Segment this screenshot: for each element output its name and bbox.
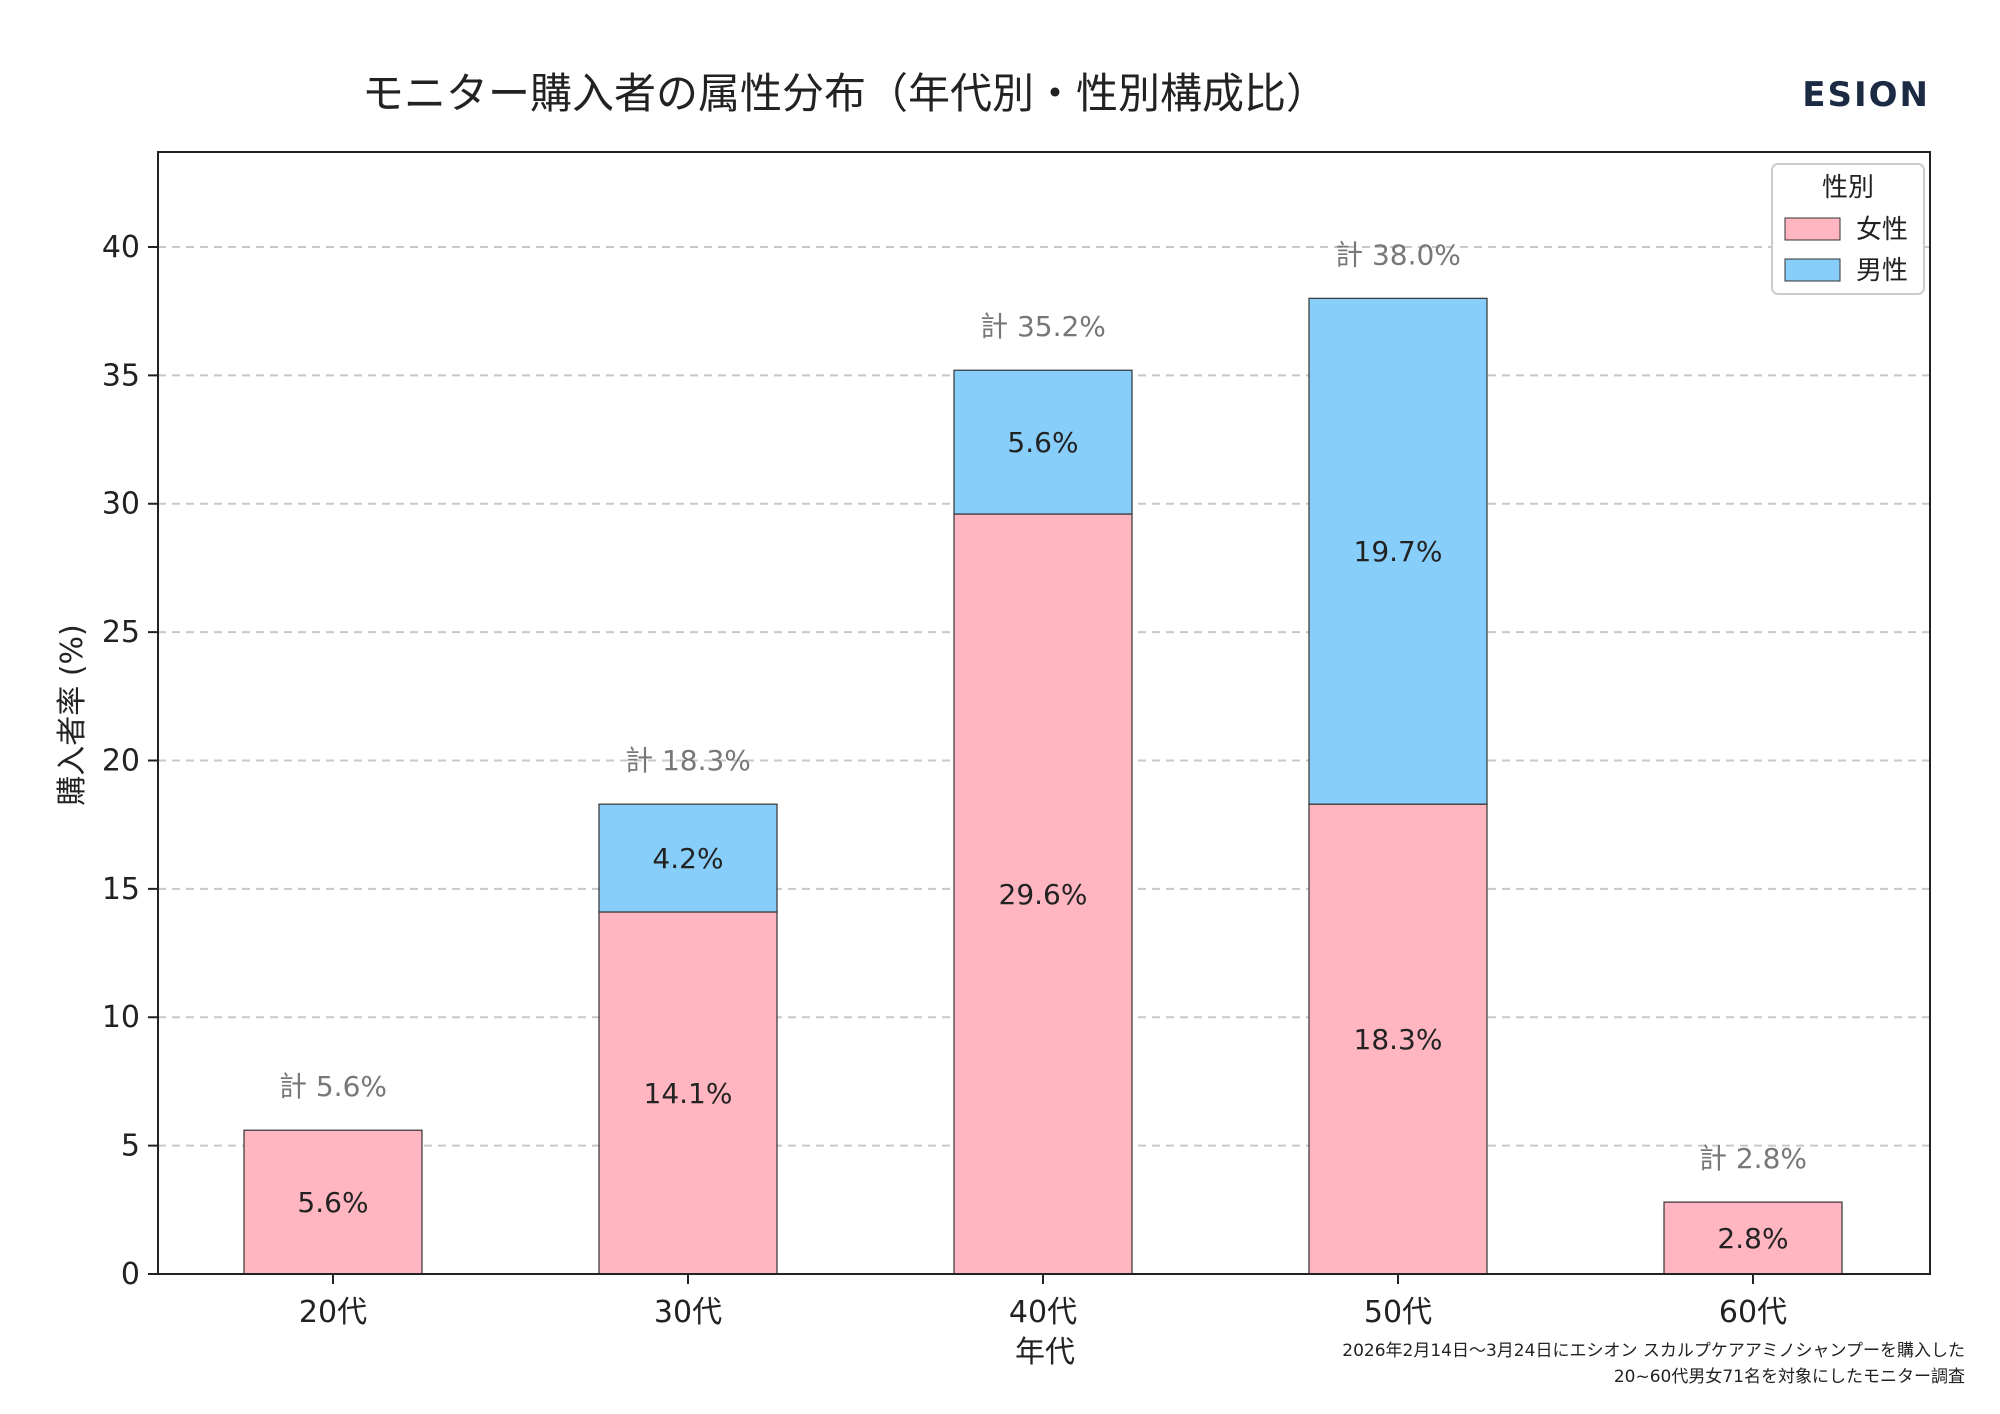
segment-label-50代-男性: 19.7% [1354, 535, 1443, 568]
legend-title: 性別 [1822, 173, 1874, 203]
footnote-line-1: 2026年2月14日〜3月24日にエシオン スカルプケアアミノシャンプーを購入し… [1342, 1341, 1965, 1361]
y-tick-label-25: 25 [102, 615, 140, 650]
footnote-line-2: 20~60代男女71名を対象にしたモニター調査 [1614, 1367, 1965, 1387]
total-label-50代: 計 38.0% [1335, 238, 1461, 271]
total-label-40代: 計 35.2% [980, 310, 1106, 343]
y-tick-label-30: 30 [102, 487, 140, 522]
legend-swatch-male [1784, 258, 1841, 282]
bar-30代-男性 [598, 803, 778, 913]
brand-logo: ESION [1802, 75, 1930, 115]
bar-30代-女性 [598, 911, 778, 1275]
axes: 0 5 10 15 20 25 30 35 40 20代 30代 40代 50代 60代 [102, 151, 1931, 1330]
y-tick-label-35: 35 [102, 358, 140, 393]
x-tick-label-20代: 20代 [299, 1295, 367, 1330]
legend-swatch-female [1784, 217, 1841, 241]
bar-labels: 5.6% 計 5.6% 14.1% 4.2% 計 18.3% 29.6% 5.6% 計 35.… [279, 238, 1807, 1255]
plot-frame [157, 151, 1931, 1275]
total-label-30代: 計 18.3% [625, 744, 751, 777]
legend-label-male: 男性 [1856, 256, 1908, 286]
x-tick-label-40代: 40代 [1009, 1295, 1077, 1330]
bar-20代-女性 [243, 1129, 423, 1275]
bars [243, 297, 1843, 1275]
segment-label-50代-女性: 18.3% [1354, 1023, 1443, 1056]
bar-60代-女性 [1663, 1201, 1843, 1275]
y-tick-label-20: 20 [102, 743, 140, 778]
x-axis-label: 年代 [1015, 1335, 1075, 1370]
y-tick-label-40: 40 [102, 230, 140, 265]
y-tick-label-5: 5 [121, 1129, 140, 1164]
segment-label-60代-女性: 2.8% [1717, 1222, 1788, 1255]
total-label-20代: 計 5.6% [279, 1070, 387, 1103]
segment-label-40代-男性: 5.6% [1007, 426, 1078, 459]
segment-label-40代-女性: 29.6% [999, 878, 1088, 911]
segment-label-30代-男性: 4.2% [652, 842, 723, 875]
x-tick-label-30代: 30代 [654, 1295, 722, 1330]
bar-50代-男性 [1308, 297, 1488, 805]
segment-label-30代-女性: 14.1% [644, 1077, 733, 1110]
y-axis-label: 購入者率 (%) [55, 624, 90, 805]
y-tick-label-10: 10 [102, 1000, 140, 1035]
bar-50代-女性 [1308, 803, 1488, 1275]
legend: 性別 女性 男性 [1771, 163, 1925, 295]
total-label-60代: 計 2.8% [1699, 1142, 1807, 1175]
legend-label-female: 女性 [1856, 215, 1908, 245]
bar-40代-女性 [953, 513, 1133, 1275]
x-tick-label-50代: 50代 [1364, 1295, 1432, 1330]
segment-label-20代-女性: 5.6% [297, 1186, 368, 1219]
y-tick-label-15: 15 [102, 872, 140, 907]
bar-40代-男性 [953, 369, 1133, 515]
y-tick-label-0: 0 [121, 1257, 140, 1292]
chart-title: モニター購入者の属性分布（年代別・性別構成比） [362, 69, 1328, 118]
x-tick-label-60代: 60代 [1719, 1295, 1787, 1330]
